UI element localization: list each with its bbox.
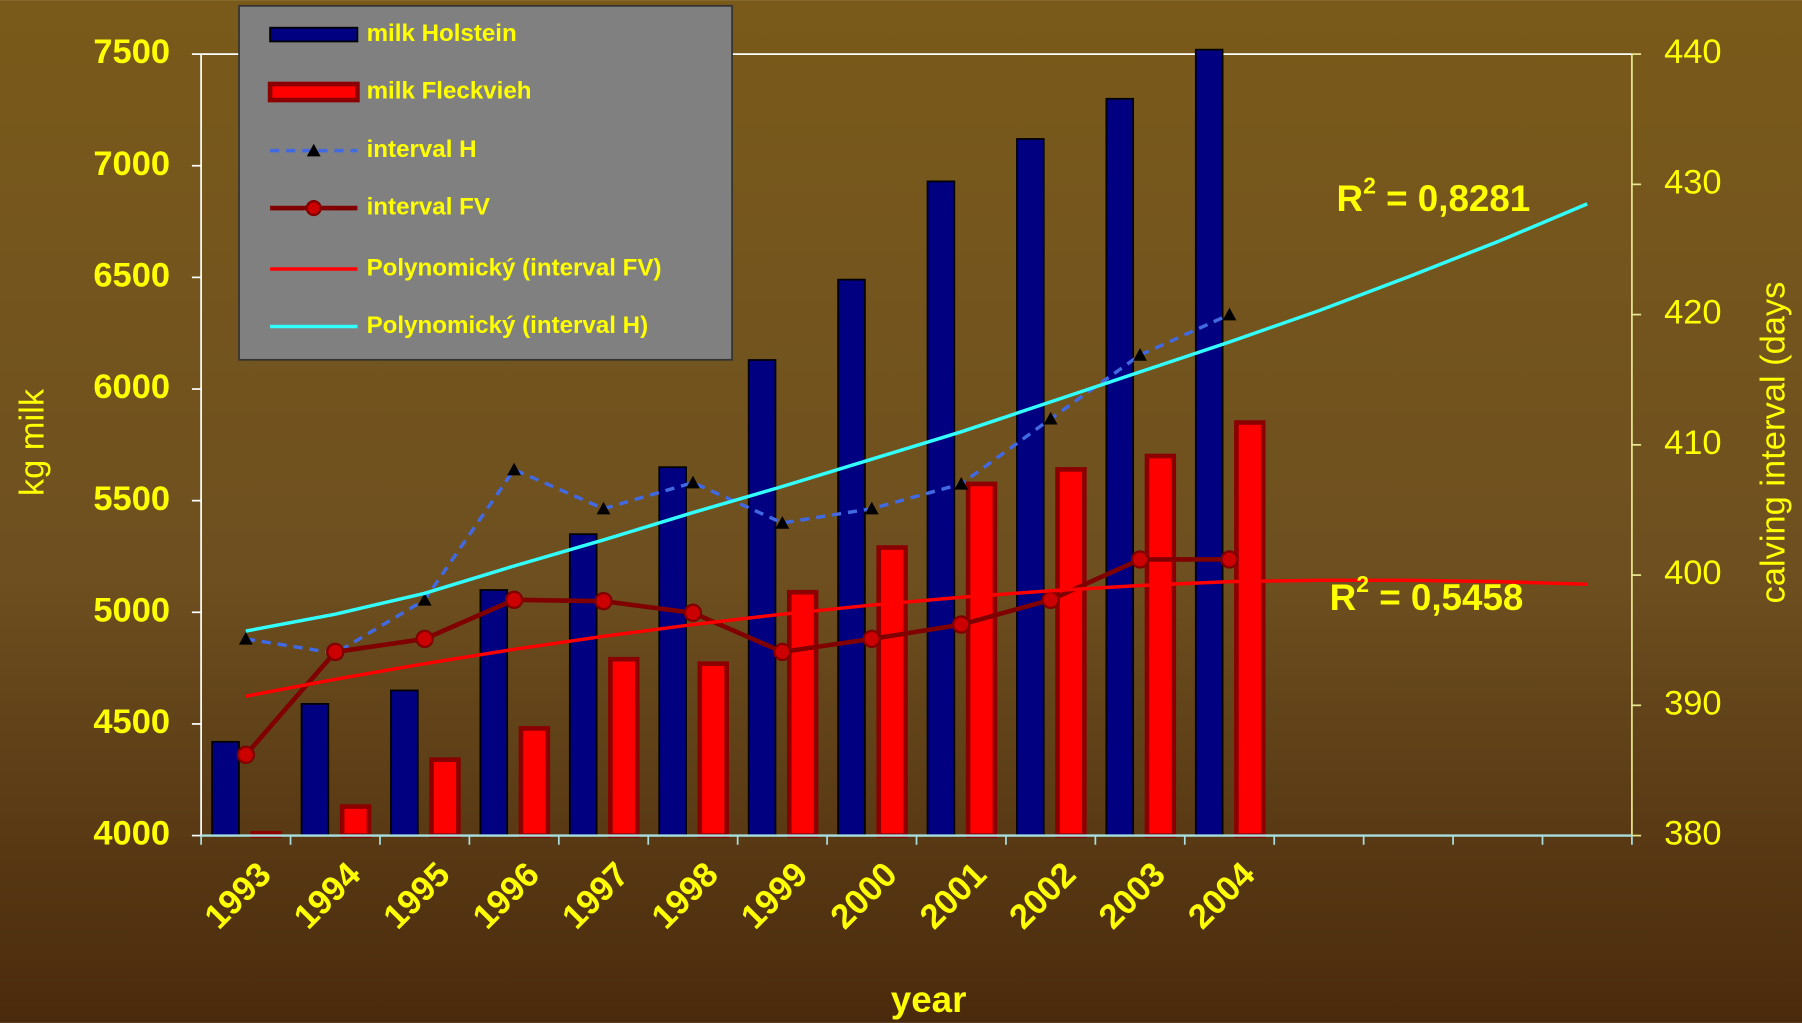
annotation-base: R (1337, 178, 1364, 219)
point-marker (238, 632, 253, 645)
y-tick-label: 7500 (93, 33, 170, 71)
legend-marker (305, 200, 322, 217)
bar (211, 740, 240, 837)
bar (747, 359, 777, 837)
legend-swatch (269, 26, 359, 43)
bar (658, 466, 687, 837)
bar (1194, 48, 1224, 837)
point-marker (683, 603, 703, 623)
y2-tick-label: 380 (1664, 815, 1722, 853)
bar (1105, 97, 1135, 837)
point-marker (507, 462, 521, 476)
annotation-text: = 0,8281 (1376, 178, 1530, 219)
point-marker (1222, 307, 1237, 321)
legend-label: milk Holstein (367, 20, 517, 47)
x-axis-title: year (891, 979, 967, 1020)
point-marker (415, 629, 434, 649)
y-axis-title: kg milk (14, 388, 52, 496)
annotation-text: = 0,5458 (1369, 577, 1523, 618)
y2-tick-label: 440 (1664, 33, 1722, 71)
bar (1055, 467, 1087, 838)
point-marker (952, 615, 971, 634)
y-tick-label: 5500 (93, 480, 170, 518)
bar (608, 656, 640, 838)
point-marker (862, 629, 881, 649)
point-marker (417, 592, 432, 606)
bar (786, 589, 819, 838)
point-marker (686, 475, 700, 489)
bar (965, 481, 998, 838)
bar (518, 726, 551, 838)
point-marker (1043, 411, 1058, 425)
legend-swatch (267, 81, 360, 103)
point-marker (236, 745, 256, 765)
point-marker (954, 477, 969, 490)
bar (339, 804, 372, 838)
legend: milk Holstein milk Fleckvieh interval H int… (238, 4, 733, 361)
y-tick-label: 5000 (93, 591, 170, 629)
annotation-exponent: 2 (1356, 571, 1369, 597)
y-tick-label: 6500 (93, 256, 170, 294)
y2-axis-title: calving interval (days (1755, 282, 1793, 604)
legend-label: interval FV (367, 193, 490, 220)
legend-label: Polynomický (interval H) (367, 312, 649, 339)
y2-tick-label: 410 (1664, 424, 1722, 462)
annotation: R2 = 0,8281 (1337, 172, 1531, 218)
y-tick-label: 4000 (93, 815, 170, 853)
point-marker (594, 591, 613, 611)
legend-label: interval H (367, 136, 477, 163)
bar (926, 180, 956, 837)
bar (429, 757, 461, 838)
point-marker (1130, 550, 1150, 569)
legend-label: milk Fleckvieh (367, 77, 532, 104)
y2-tick-label: 430 (1664, 163, 1722, 201)
bar (390, 689, 419, 837)
y2-tick-label: 400 (1664, 554, 1722, 592)
bar (697, 661, 729, 838)
legend-marker (306, 143, 321, 157)
point-marker (1041, 590, 1060, 610)
legend-box (238, 4, 733, 361)
y2-tick-label: 390 (1664, 684, 1722, 722)
annotation-base: R (1330, 577, 1357, 618)
point-marker (775, 516, 790, 529)
series-line (245, 578, 1588, 698)
bar (479, 589, 509, 837)
bar (837, 278, 866, 837)
y-tick-label: 4500 (93, 703, 170, 741)
annotation: R2 = 0,5458 (1330, 571, 1524, 617)
series-line (245, 202, 1588, 633)
series-line (244, 557, 1230, 757)
point-marker (1133, 348, 1147, 361)
y-tick-label: 7000 (93, 145, 170, 183)
bar (1016, 138, 1045, 837)
point-marker (504, 590, 524, 610)
bar (300, 702, 330, 837)
y2-tick-label: 420 (1664, 294, 1722, 332)
point-marker (326, 642, 345, 662)
bar (876, 545, 908, 838)
legend-label: Polynomický (interval FV) (367, 254, 662, 281)
point-marker (596, 501, 611, 515)
point-marker (773, 642, 792, 662)
point-marker (1220, 550, 1239, 569)
point-marker (864, 501, 879, 515)
annotation-exponent: 2 (1363, 172, 1376, 198)
bar (1234, 420, 1266, 838)
bar (1144, 453, 1177, 838)
y-tick-label: 6000 (93, 368, 170, 406)
series-line (245, 313, 1231, 656)
bar (568, 533, 598, 837)
